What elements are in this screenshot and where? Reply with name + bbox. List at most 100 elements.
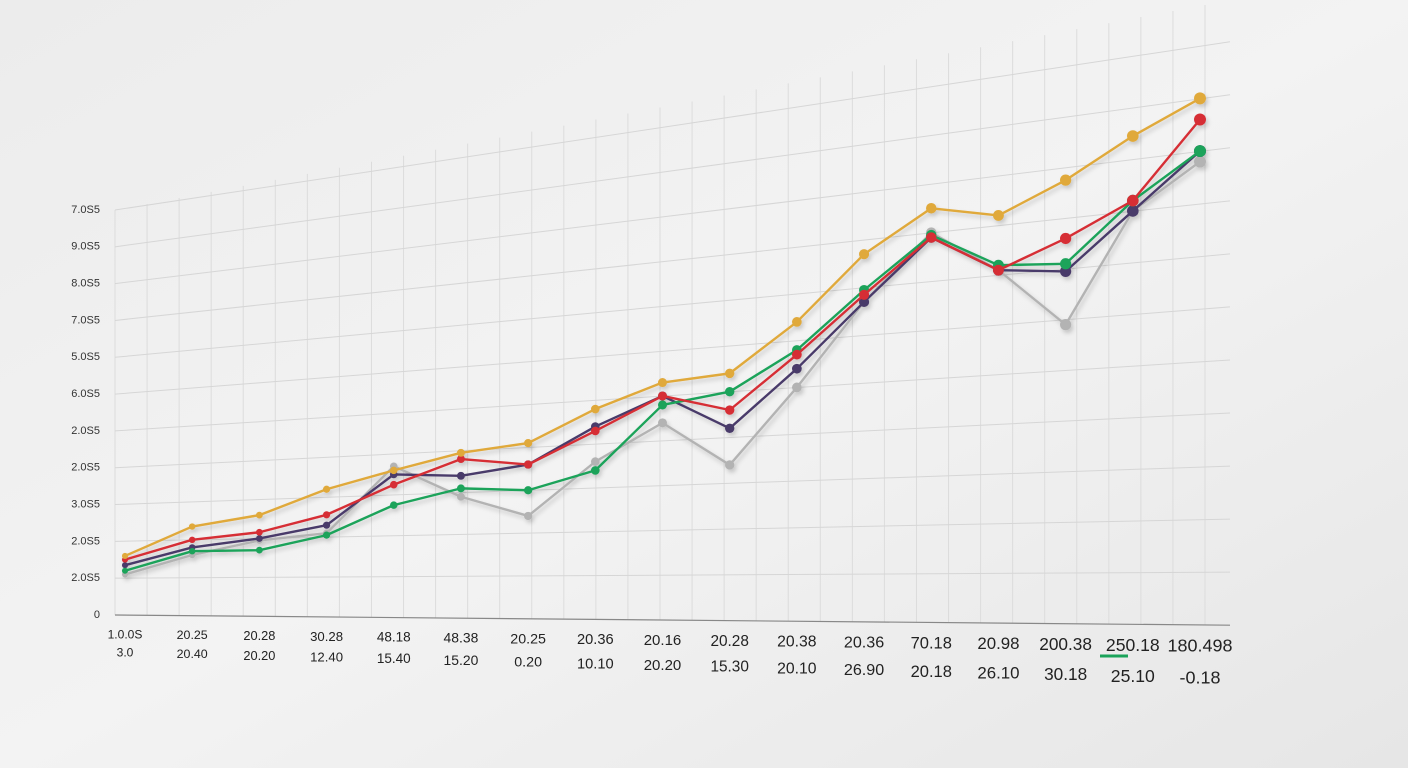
x-tick-label: 48.38: [444, 629, 479, 645]
x-tick-label: 30.28: [310, 629, 343, 644]
x-tick-label: 250.18: [1106, 635, 1160, 655]
x-tick-sublabel: 15.30: [710, 659, 748, 676]
x-tick-sublabel: 3.0: [117, 645, 134, 659]
data-point: [456, 492, 465, 501]
data-point: [1127, 130, 1139, 142]
x-tick-sublabel: 20.40: [177, 647, 208, 661]
x-tick-sublabel: 20.10: [777, 660, 817, 677]
x-tick-label: 20.25: [177, 628, 208, 642]
data-point: [1060, 232, 1072, 245]
x-tick-label: 1.0.0S: [108, 627, 143, 641]
data-point: [791, 349, 802, 360]
x-tick-sublabel: 26.10: [977, 664, 1019, 683]
data-point: [926, 203, 937, 214]
x-tick-label: 180.498: [1168, 636, 1233, 656]
data-point: [590, 404, 600, 414]
data-point: [724, 460, 735, 470]
data-point: [523, 460, 533, 469]
x-tick-sublabel: 15.40: [377, 651, 411, 666]
y-tick-label: 2.0S5: [71, 535, 100, 547]
data-point: [859, 296, 870, 308]
y-tick-label: 6.0S5: [71, 388, 100, 400]
data-point: [121, 562, 129, 569]
x-tick-sublabel: -0.18: [1180, 668, 1221, 688]
data-point: [1060, 319, 1072, 331]
data-point: [255, 528, 263, 536]
grid-line: [114, 571, 1231, 579]
data-point: [456, 471, 465, 480]
y-tick-label: 8.0S5: [71, 278, 100, 290]
data-point: [590, 466, 600, 475]
data-point: [657, 418, 668, 428]
y-tick-label: 2.0S5: [71, 425, 100, 437]
grid-line: [114, 518, 1231, 542]
data-point: [456, 448, 465, 457]
grid-line: [114, 94, 1231, 248]
grid-line: [114, 306, 1231, 395]
y-tick-label: 7.0S5: [71, 314, 100, 326]
y-tick-label: 9.0S5: [71, 241, 100, 253]
plot: [121, 92, 1206, 578]
data-point: [255, 511, 263, 519]
grid-line: [114, 200, 1231, 321]
data-point: [523, 438, 533, 448]
y-tick-label: 0: [94, 609, 100, 621]
data-point: [590, 457, 600, 466]
data-point: [1127, 205, 1139, 217]
data-point: [1194, 113, 1206, 126]
data-point: [724, 405, 735, 415]
data-point: [926, 232, 937, 243]
grid-line: [114, 359, 1231, 432]
data-point: [1060, 258, 1072, 270]
data-point: [188, 523, 196, 530]
data-point: [255, 546, 263, 554]
data-point: [121, 567, 129, 574]
data-point: [389, 480, 398, 489]
data-point: [657, 391, 668, 401]
x-tick-sublabel: 10.10: [577, 656, 614, 672]
x-tick-label: 20.28: [710, 633, 748, 650]
data-point: [724, 423, 735, 434]
data-point: [1060, 174, 1072, 186]
data-point: [724, 386, 735, 397]
data-point: [1194, 145, 1206, 158]
x-tick-label: 20.25: [510, 631, 546, 647]
data-point: [456, 455, 465, 464]
x-tick-label: 48.18: [377, 630, 411, 645]
data-point: [322, 531, 331, 539]
data-point: [993, 264, 1004, 276]
x-tick-sublabel: 0.20: [514, 655, 542, 671]
x-tick-label: 20.36: [844, 634, 884, 652]
x-tick-sublabel: 25.10: [1111, 666, 1155, 686]
x-tick-label: 20.38: [777, 634, 817, 651]
y-tick-label: 2.0S5: [71, 572, 100, 584]
x-tick-label: 200.38: [1039, 634, 1092, 654]
data-point: [322, 511, 331, 519]
x-tick-label: 20.16: [644, 632, 682, 649]
x-tick-sublabel: 15.20: [444, 652, 479, 668]
data-point: [322, 485, 331, 493]
data-point: [523, 511, 533, 521]
x-tick-sublabel: 20.20: [243, 648, 275, 663]
x-tick-label: 20.28: [243, 628, 275, 643]
data-point: [657, 378, 668, 388]
grid-line: [114, 614, 1231, 626]
data-point: [1194, 92, 1206, 105]
grid-line: [114, 147, 1231, 285]
data-point: [389, 501, 398, 509]
data-point: [791, 382, 802, 393]
data-point: [724, 368, 735, 379]
data-point: [791, 317, 802, 327]
grid-line: [114, 41, 1231, 211]
data-point: [523, 486, 533, 495]
data-point: [322, 521, 331, 529]
x-tick-sublabel: 30.18: [1044, 664, 1087, 684]
grid: [114, 5, 1231, 626]
y-tick-label: 5.0S5: [71, 351, 100, 363]
data-point: [859, 289, 870, 300]
data-point: [1194, 155, 1206, 168]
data-point: [657, 400, 668, 410]
y-tick-label: 7.0S5: [71, 204, 100, 216]
x-tick-sublabel: 26.90: [844, 661, 884, 679]
